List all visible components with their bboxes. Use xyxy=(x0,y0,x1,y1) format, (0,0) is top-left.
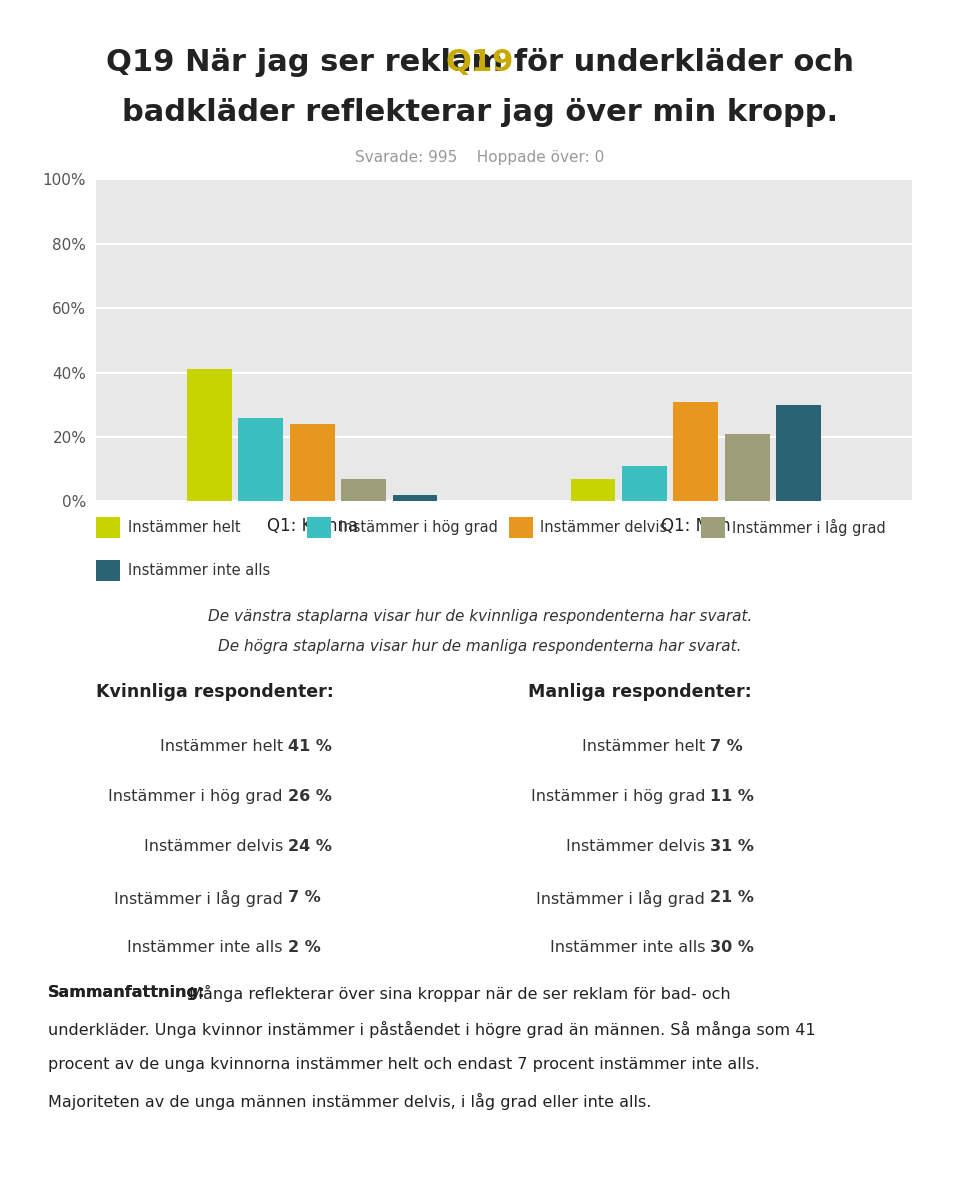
Text: 24 %: 24 % xyxy=(288,839,332,855)
Bar xyxy=(776,405,821,501)
Text: De vänstra staplarna visar hur de kvinnliga respondenterna har svarat.: De vänstra staplarna visar hur de kvinnl… xyxy=(207,609,753,624)
Text: Många reflekterar över sina kroppar när de ser reklam för bad- och: Många reflekterar över sina kroppar när … xyxy=(184,985,731,1002)
Text: 7 %: 7 % xyxy=(710,739,743,755)
Text: 41 %: 41 % xyxy=(288,739,332,755)
Text: 2 %: 2 % xyxy=(288,940,321,955)
Text: Instämmer delvis: Instämmer delvis xyxy=(144,839,288,855)
Bar xyxy=(393,496,438,501)
Bar xyxy=(290,424,335,501)
Text: procent av de unga kvinnorna instämmer helt och endast 7 procent instämmer inte : procent av de unga kvinnorna instämmer h… xyxy=(48,1057,759,1072)
Text: Q19 När jag ser reklam för underkläder och: Q19 När jag ser reklam för underkläder o… xyxy=(106,48,854,76)
Text: Sammanfattning:: Sammanfattning: xyxy=(48,985,205,1001)
Text: Instämmer i låg grad: Instämmer i låg grad xyxy=(114,890,288,906)
Text: Instämmer inte alls: Instämmer inte alls xyxy=(128,564,270,578)
Text: Instämmer helt: Instämmer helt xyxy=(582,739,710,755)
Bar xyxy=(341,479,386,501)
Text: underkläder. Unga kvinnor instämmer i påståendet i högre grad än männen. Så mång: underkläder. Unga kvinnor instämmer i på… xyxy=(48,1021,816,1038)
Text: 21 %: 21 % xyxy=(710,890,755,905)
Text: Instämmer i hög grad: Instämmer i hög grad xyxy=(339,521,497,535)
Text: Instämmer inte alls: Instämmer inte alls xyxy=(550,940,710,955)
Text: 7 %: 7 % xyxy=(288,890,321,905)
Text: Q19: Q19 xyxy=(445,48,515,76)
Text: 31 %: 31 % xyxy=(710,839,755,855)
Text: badkläder reflekterar jag över min kropp.: badkläder reflekterar jag över min kropp… xyxy=(122,98,838,127)
Text: Instämmer i låg grad: Instämmer i låg grad xyxy=(537,890,710,906)
Text: Instämmer helt: Instämmer helt xyxy=(159,739,288,755)
Text: Kvinnliga respondenter:: Kvinnliga respondenter: xyxy=(96,683,334,701)
Text: Instämmer delvis: Instämmer delvis xyxy=(540,521,668,535)
Text: Instämmer delvis: Instämmer delvis xyxy=(566,839,710,855)
Bar xyxy=(238,418,283,501)
Bar xyxy=(725,433,770,501)
Text: Majoriteten av de unga männen instämmer delvis, i låg grad eller inte alls.: Majoriteten av de unga männen instämmer … xyxy=(48,1093,652,1109)
Text: 11 %: 11 % xyxy=(710,789,755,805)
Text: 30 %: 30 % xyxy=(710,940,755,955)
Text: Instämmer i hög grad: Instämmer i hög grad xyxy=(531,789,710,805)
Bar xyxy=(187,369,232,501)
Text: 26 %: 26 % xyxy=(288,789,332,805)
Text: Sammanfattning:: Sammanfattning: xyxy=(48,985,205,1001)
Text: Instämmer helt: Instämmer helt xyxy=(128,521,240,535)
Text: Instämmer i hög grad: Instämmer i hög grad xyxy=(108,789,288,805)
Bar xyxy=(570,479,615,501)
Bar xyxy=(673,401,718,501)
Text: De högra staplarna visar hur de manliga respondenterna har svarat.: De högra staplarna visar hur de manliga … xyxy=(218,639,742,654)
Text: Manliga respondenter:: Manliga respondenter: xyxy=(528,683,752,701)
Bar xyxy=(622,466,667,501)
Text: Instämmer i låg grad: Instämmer i låg grad xyxy=(732,519,886,536)
Text: Svarade: 995    Hoppade över: 0: Svarade: 995 Hoppade över: 0 xyxy=(355,150,605,166)
Text: Instämmer inte alls: Instämmer inte alls xyxy=(128,940,288,955)
